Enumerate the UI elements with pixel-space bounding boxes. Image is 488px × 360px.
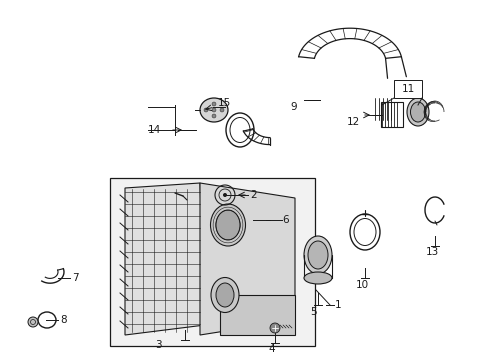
Text: 3: 3 (155, 340, 162, 350)
Ellipse shape (304, 272, 331, 284)
Text: 8: 8 (60, 315, 66, 325)
Ellipse shape (210, 278, 239, 312)
Bar (393, 80, 421, 98)
Text: 15: 15 (218, 98, 231, 108)
Text: 12: 12 (346, 117, 360, 127)
Text: 6: 6 (282, 215, 288, 225)
Circle shape (28, 317, 38, 327)
Polygon shape (200, 183, 294, 335)
Ellipse shape (304, 236, 331, 274)
Ellipse shape (216, 210, 240, 240)
Text: 10: 10 (355, 280, 368, 290)
Circle shape (220, 108, 224, 112)
Ellipse shape (406, 98, 428, 126)
Circle shape (212, 114, 216, 118)
Text: 5: 5 (309, 307, 316, 317)
Ellipse shape (210, 204, 245, 246)
Circle shape (223, 193, 226, 197)
Ellipse shape (200, 98, 227, 122)
Text: 11: 11 (401, 84, 414, 94)
Text: 2: 2 (249, 190, 256, 200)
Text: 4: 4 (267, 344, 274, 354)
Text: 7: 7 (72, 273, 79, 283)
Circle shape (212, 108, 216, 112)
Ellipse shape (409, 102, 425, 122)
Bar (110, 178, 314, 346)
Ellipse shape (216, 283, 234, 307)
Polygon shape (125, 183, 204, 335)
Text: 14: 14 (148, 125, 161, 135)
Polygon shape (220, 295, 294, 335)
Circle shape (269, 323, 280, 333)
Bar (380, 102, 402, 127)
Circle shape (203, 108, 207, 112)
Text: 9: 9 (289, 102, 296, 112)
Text: 13: 13 (425, 247, 438, 257)
Circle shape (212, 102, 216, 106)
Text: 1: 1 (334, 300, 341, 310)
Ellipse shape (307, 241, 327, 269)
